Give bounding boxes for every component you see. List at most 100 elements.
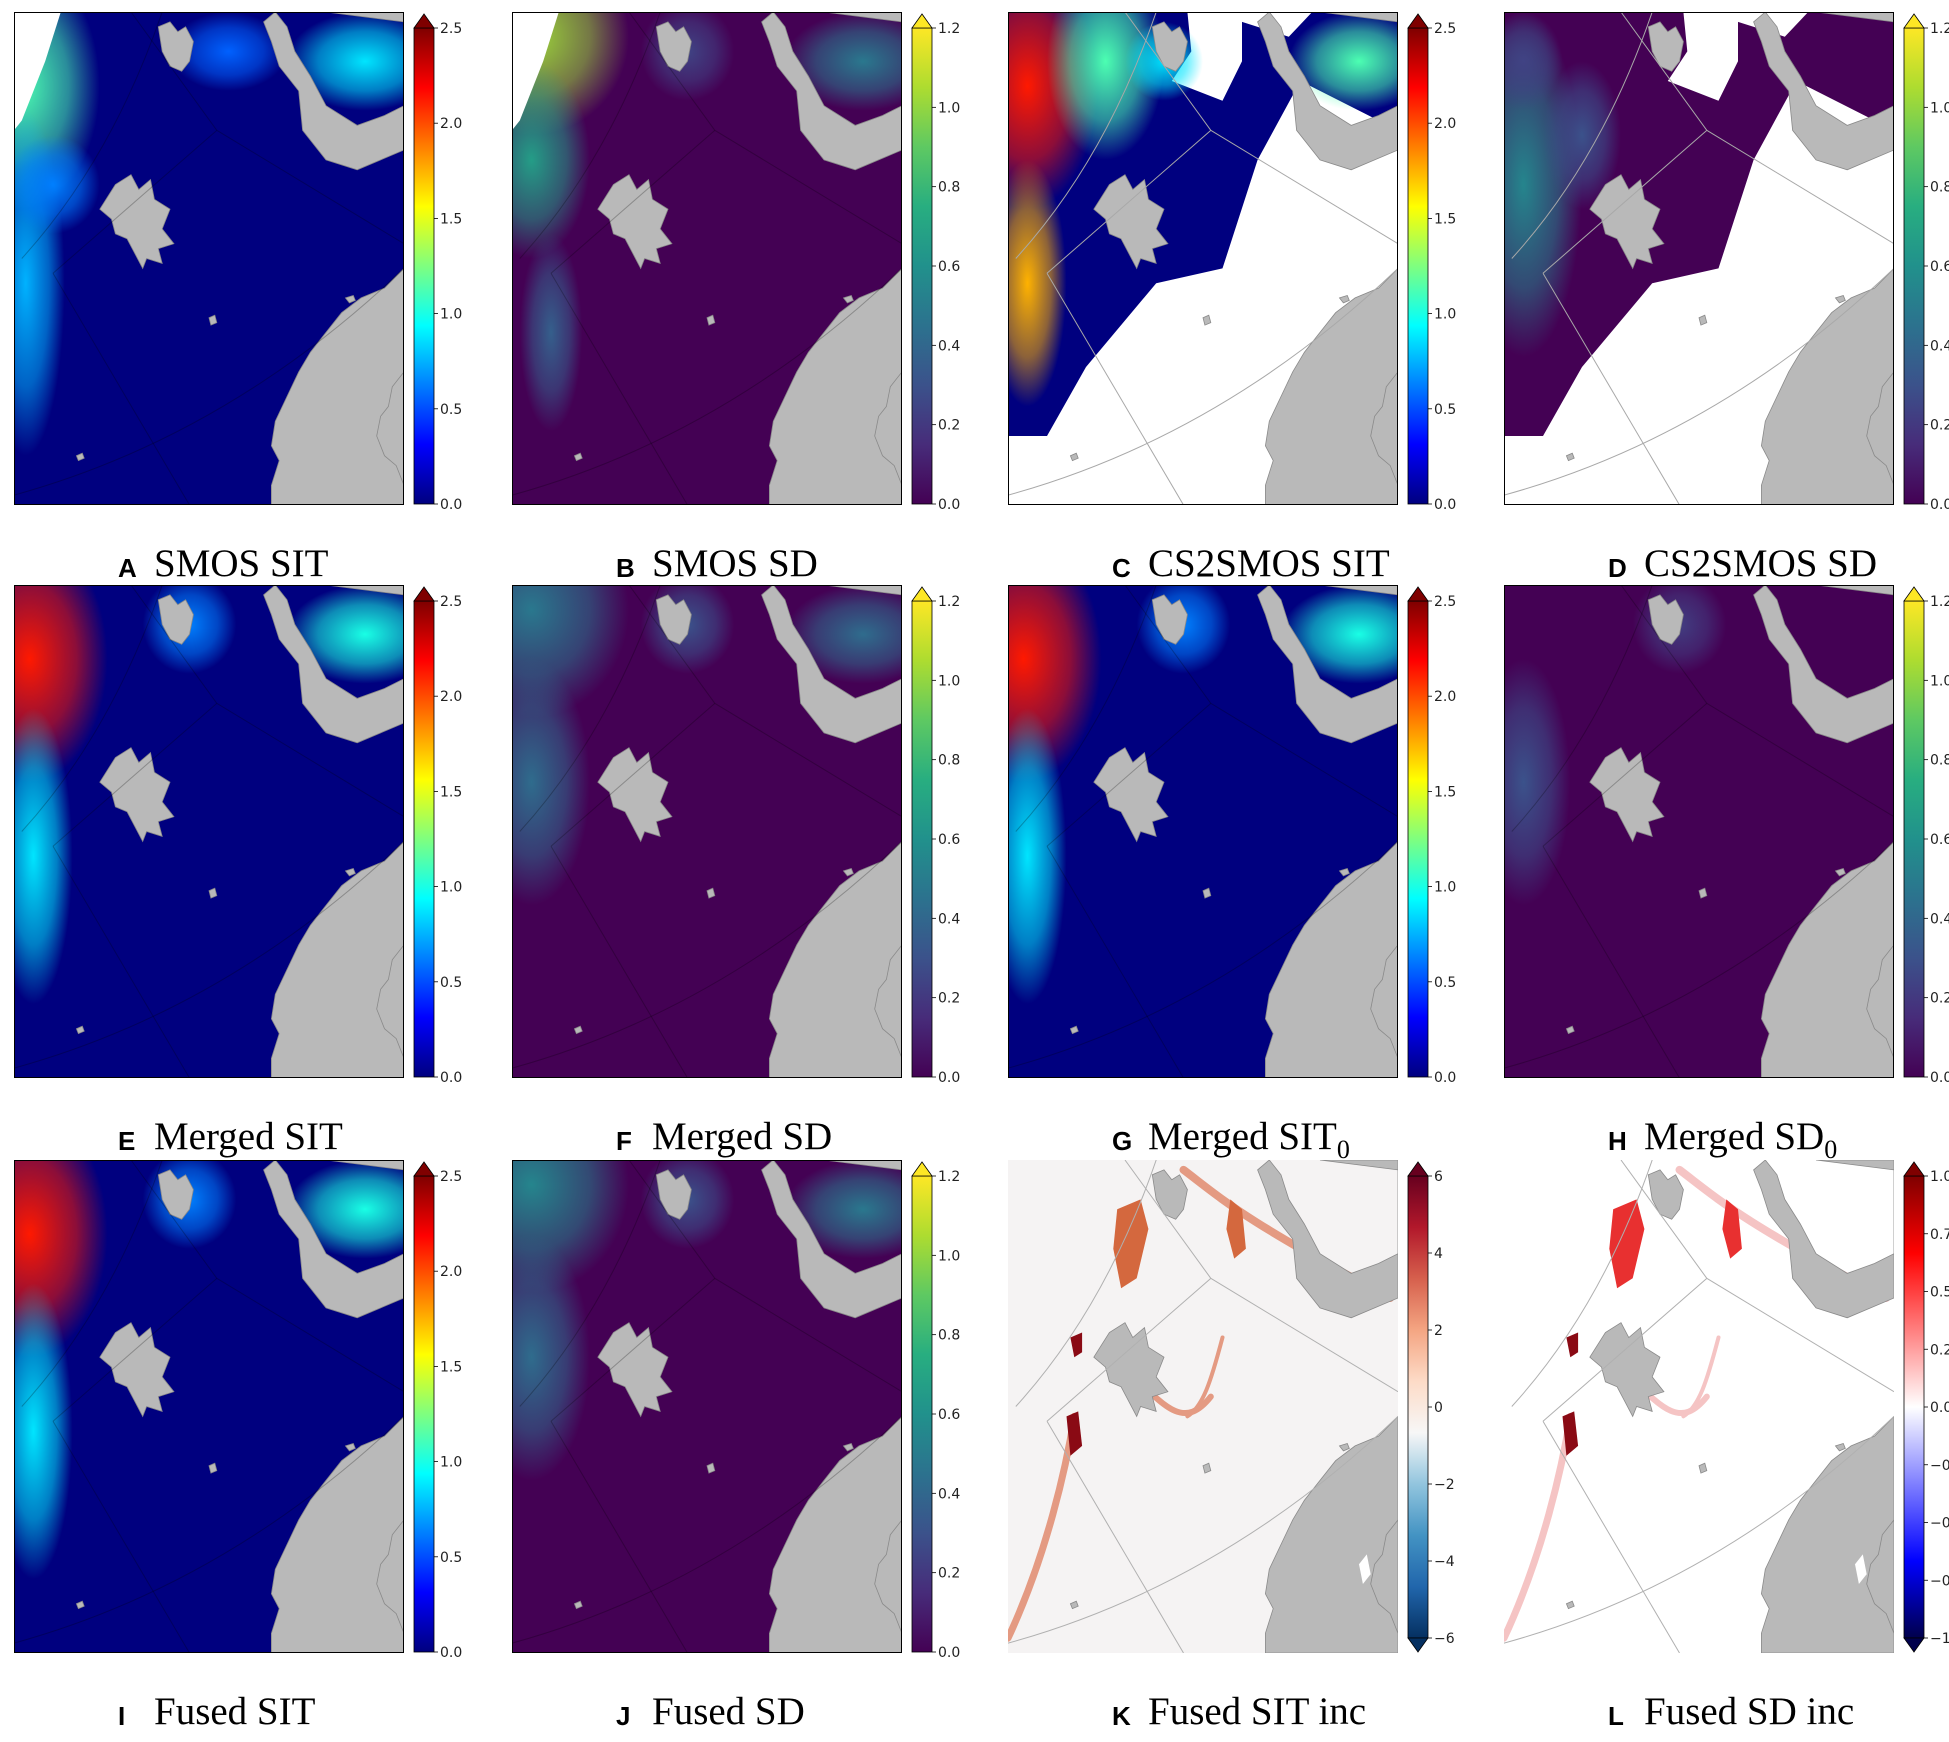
map-frame: [14, 585, 404, 1078]
land-greenland: [1257, 1160, 1398, 1319]
graticule-line: [1210, 129, 1398, 245]
colorbar-c: 0.0 0.5 1.0 1.5 2.0 2.5: [1407, 13, 1456, 513]
colorbar-tick-label: 1.0: [440, 307, 462, 323]
graticule-arc: [14, 1415, 404, 1644]
colorbar-extend-max: [1407, 1161, 1429, 1177]
colorbar-tick-label: 0.4: [1930, 338, 1949, 354]
panel-a: 0.0 0.5 1.0 1.5 2.0 2.5 A SMOS SIT: [14, 12, 494, 594]
panel-caption: F Merged SD: [512, 1112, 972, 1162]
panel-caption: A SMOS SIT: [14, 539, 474, 589]
colorbar-tick-label: 1.5: [1434, 211, 1456, 227]
land-jan: [573, 1025, 583, 1035]
land-bear: [1202, 314, 1212, 326]
graticule-line: [1046, 1277, 1212, 1422]
land-iceland: [344, 295, 356, 304]
colorbar-tick-label: −0.25: [1930, 1458, 1949, 1474]
colorbar-tick-label: 0.2: [938, 418, 960, 434]
land-jan: [1565, 452, 1575, 462]
land-baltic: [376, 944, 404, 1059]
graticule-line: [1046, 129, 1212, 274]
colorbar-gradient: [1903, 27, 1925, 505]
panel-caption: C CS2SMOS SIT: [1008, 539, 1468, 589]
panel-g: 0.0 0.5 1.0 1.5 2.0 2.5 G Merged SIT0: [1008, 585, 1488, 1167]
colorbar-tick-label: 1.0: [1434, 880, 1456, 896]
land-franz: [655, 594, 692, 645]
land-jan: [1069, 452, 1079, 462]
graticule-line: [1046, 702, 1212, 847]
land-bear: [1698, 1462, 1708, 1474]
colorbar-tick-label: 1.0: [1930, 100, 1949, 116]
graticule-line: [1542, 129, 1708, 274]
land-svalbard: [597, 174, 673, 270]
colorbar-tick-label: 0.50: [1930, 1285, 1949, 1301]
land-iceland: [842, 295, 854, 304]
no-data-region: [512, 12, 559, 131]
panel-letter: H: [1608, 1126, 1627, 1156]
colorbar-tick-label: 1.0: [1930, 673, 1949, 689]
land-svalbard: [99, 747, 175, 843]
land-greenland: [1257, 585, 1398, 744]
colorbar-gradient: [413, 600, 435, 1078]
panel-letter: A: [118, 553, 137, 583]
graticule-arc: [14, 840, 404, 1069]
colorbar-tick-label: 2.0: [440, 116, 462, 132]
panel-title-subscript: 0: [1336, 1134, 1350, 1164]
panel-title: Merged SIT0: [1148, 1114, 1350, 1165]
colorbar-tick-label: −0.75: [1930, 1573, 1949, 1589]
colorbar-tick-label: 2.5: [1434, 21, 1456, 37]
colorbar-tick-label: 1.5: [1434, 784, 1456, 800]
panel-title-subscript: 0: [1824, 1134, 1838, 1164]
graticule-line: [52, 129, 218, 274]
panel-title: CS2SMOS SIT: [1148, 541, 1390, 586]
land-iceland: [842, 868, 854, 877]
panel-title: Merged SIT: [154, 1114, 343, 1159]
land-svalbard: [99, 1322, 175, 1418]
graticule-line: [52, 846, 190, 1078]
colorbar-g: 0.0 0.5 1.0 1.5 2.0 2.5: [1407, 586, 1456, 1086]
field-patch: [14, 1283, 73, 1580]
panel-letter: C: [1112, 553, 1131, 583]
graticule-line: [1620, 1160, 1708, 1279]
panel-letter: L: [1608, 1701, 1624, 1731]
graticule-arc: [1008, 267, 1398, 496]
land-norway: [1760, 840, 1894, 1078]
colorbar-tick-label: 0.2: [1930, 991, 1949, 1007]
colorbar-tick-label: −4: [1434, 1554, 1455, 1570]
colorbar-tick-label: 0.5: [440, 975, 462, 991]
map-frame: [512, 1160, 902, 1653]
colorbar-tick-label: 1.00: [1930, 1169, 1949, 1185]
graticule-arc: [1008, 1415, 1398, 1644]
panel-title-text: SMOS SIT: [154, 542, 329, 585]
colorbar-tick-label: 0.8: [938, 753, 960, 769]
colorbar-tick-label: 0.75: [1930, 1227, 1949, 1243]
colorbar-extend-max: [1903, 586, 1925, 602]
field-patch: [785, 12, 902, 111]
map-d: [1504, 12, 1894, 505]
land-jan: [1565, 1600, 1575, 1610]
colorbar-tick-label: 0.5: [1434, 975, 1456, 991]
colorbar-tick-label: 0.0: [1930, 497, 1949, 513]
panel-l: −1.00 −0.75 −0.50 −0.25 0.00 0.25 0.50 0.75 1.00…: [1504, 1160, 1949, 1742]
graticule-line: [550, 846, 688, 1078]
land-greenland: [761, 1160, 902, 1319]
panel-letter: E: [118, 1126, 136, 1156]
no-data-region: [14, 12, 61, 131]
colorbar-d: 0.0 0.2 0.4 0.6 0.8 1.0 1.2: [1903, 13, 1949, 513]
graticule-line: [1542, 846, 1680, 1078]
panel-letter: G: [1112, 1126, 1133, 1156]
land-iceland: [1338, 868, 1350, 877]
colorbar-tick-label: −6: [1434, 1631, 1455, 1647]
map-frame: [512, 12, 902, 505]
colorbar-gradient: [1903, 1175, 1925, 1639]
panel-title-text: Fused SIT inc: [1148, 1690, 1367, 1733]
increment-patch: [1722, 1199, 1742, 1259]
graticule-arc: [1015, 1160, 1157, 1407]
land-bear: [706, 314, 716, 326]
colorbar-tick-label: −0.50: [1930, 1516, 1949, 1532]
graticule-arc: [21, 12, 163, 259]
panel-b: 0.0 0.2 0.4 0.6 0.8 1.0 1.2 B SMOS SD: [512, 12, 992, 594]
colorbar-tick-label: 0.8: [938, 1328, 960, 1344]
graticule-line: [550, 129, 716, 274]
colorbar-tick-label: 1.5: [440, 211, 462, 227]
map-c: [1008, 12, 1398, 505]
